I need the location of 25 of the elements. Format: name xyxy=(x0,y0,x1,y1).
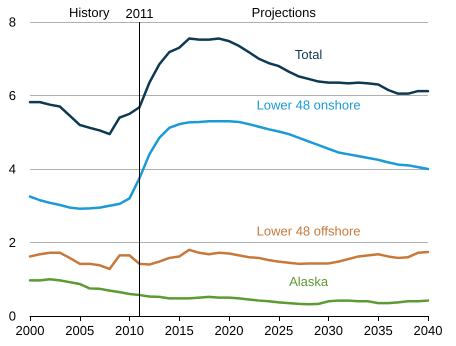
y-tick-label: 6 xyxy=(8,88,16,103)
series-label: Lower 48 onshore xyxy=(256,97,361,112)
text: Projections xyxy=(252,5,316,20)
y-tick-label: 8 xyxy=(8,14,16,30)
x-tick-label: 2005 xyxy=(65,323,94,338)
y-tick-label: 4 xyxy=(8,162,16,176)
x-tick-label: 2000 xyxy=(16,323,44,338)
ref-line-label: 2011 xyxy=(125,6,154,21)
series-label: Lower 48 offshore xyxy=(256,223,361,238)
x-tick-label: 2020 xyxy=(214,323,244,338)
x-tick-label: 2025 xyxy=(264,323,294,338)
x-tick-label: 2010 xyxy=(115,323,144,338)
line-series xyxy=(28,120,430,210)
text: History xyxy=(68,5,110,20)
x-tick-label: 2030 xyxy=(314,323,343,338)
x-tick-label: 2040 xyxy=(414,323,442,338)
y-tick-label: 0 xyxy=(8,308,16,324)
series-label: Total xyxy=(294,46,322,62)
x-tick-label: 2015 xyxy=(164,323,194,338)
y-tick-label: 2 xyxy=(8,235,16,250)
line-series xyxy=(28,248,430,270)
series-label: Alaska xyxy=(289,274,329,290)
line-series xyxy=(28,37,430,136)
line-series xyxy=(28,278,430,306)
x-tick-label: 2035 xyxy=(364,323,393,338)
